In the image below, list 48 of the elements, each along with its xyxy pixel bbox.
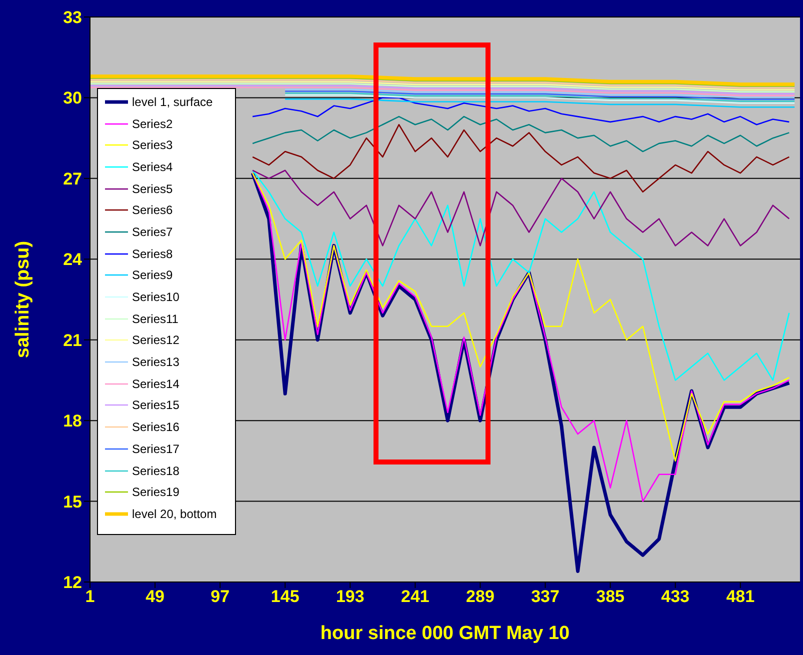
y-tick-label: 15 — [63, 492, 82, 512]
legend-label: Series9 — [132, 268, 173, 282]
legend-label: Series17 — [132, 442, 180, 456]
legend-label: Series6 — [132, 203, 173, 218]
y-tick-label: 33 — [63, 8, 82, 28]
legend-label: Series11 — [132, 312, 178, 326]
legend-label: Series18 — [132, 464, 180, 478]
x-tick-label: 433 — [661, 587, 690, 606]
line-series — [252, 170, 790, 246]
legend-label: Series10 — [132, 290, 180, 304]
line-series — [252, 97, 790, 126]
x-tick-label: 1 — [85, 587, 95, 606]
legend-label: Series3 — [132, 138, 173, 152]
legend-label: Series8 — [132, 246, 173, 261]
legend-label: Series12 — [132, 333, 180, 348]
line-series — [252, 170, 790, 381]
line-series — [90, 74, 796, 86]
x-tick-label: 193 — [336, 587, 364, 606]
legend-label: Series15 — [132, 398, 180, 412]
legend-label: Series2 — [132, 116, 173, 131]
x-tick-label: 385 — [596, 587, 624, 606]
x-tick-label: 337 — [531, 587, 560, 606]
y-tick-label: 21 — [63, 330, 82, 350]
line-series — [252, 116, 790, 152]
legend-label: Series4 — [132, 160, 173, 174]
y-tick-label: 12 — [63, 573, 82, 592]
line-series — [252, 124, 790, 193]
x-tick-label: 481 — [726, 587, 755, 606]
line-series — [284, 98, 796, 108]
x-tick-label: 289 — [466, 587, 494, 606]
legend-label: Series19 — [132, 485, 180, 500]
y-axis-title: salinity (psu) — [12, 240, 34, 358]
y-tick-label: 18 — [63, 412, 82, 431]
x-tick-label: 97 — [210, 587, 230, 606]
legend-label: Series13 — [132, 355, 180, 370]
legend-label: Series14 — [132, 376, 180, 391]
legend-label: Series16 — [132, 420, 180, 434]
x-tick-label: 145 — [270, 587, 300, 606]
x-tick-label: 241 — [401, 587, 430, 606]
legend-label: Series7 — [132, 224, 173, 239]
x-axis-title: hour since 000 GMT May 10 — [320, 623, 570, 644]
y-tick-label: 27 — [63, 169, 82, 188]
legend-label: level 1, surface — [132, 94, 213, 109]
y-tick-label: 24 — [63, 250, 83, 270]
y-tick-label: 30 — [63, 88, 82, 108]
legend-label: level 20, bottom — [132, 506, 217, 521]
legend-label: Series5 — [132, 182, 173, 196]
x-tick-label: 49 — [146, 587, 164, 606]
